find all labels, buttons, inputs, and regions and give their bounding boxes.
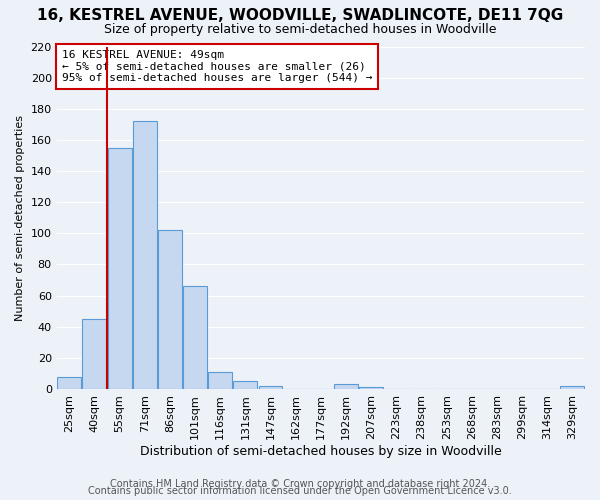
Bar: [359, 388, 383, 389]
Bar: [158, 230, 182, 389]
Bar: [82, 319, 106, 389]
X-axis label: Distribution of semi-detached houses by size in Woodville: Distribution of semi-detached houses by …: [140, 444, 502, 458]
Bar: [334, 384, 358, 389]
Text: Contains HM Land Registry data © Crown copyright and database right 2024.: Contains HM Land Registry data © Crown c…: [110, 479, 490, 489]
Text: 16 KESTREL AVENUE: 49sqm
← 5% of semi-detached houses are smaller (26)
95% of se: 16 KESTREL AVENUE: 49sqm ← 5% of semi-de…: [62, 50, 373, 83]
Bar: [57, 376, 81, 389]
Y-axis label: Number of semi-detached properties: Number of semi-detached properties: [15, 114, 25, 320]
Bar: [133, 121, 157, 389]
Text: Size of property relative to semi-detached houses in Woodville: Size of property relative to semi-detach…: [104, 22, 496, 36]
Bar: [183, 286, 207, 389]
Bar: [233, 381, 257, 389]
Bar: [560, 386, 584, 389]
Bar: [208, 372, 232, 389]
Bar: [107, 148, 131, 389]
Bar: [259, 386, 283, 389]
Text: 16, KESTREL AVENUE, WOODVILLE, SWADLINCOTE, DE11 7QG: 16, KESTREL AVENUE, WOODVILLE, SWADLINCO…: [37, 8, 563, 22]
Text: Contains public sector information licensed under the Open Government Licence v3: Contains public sector information licen…: [88, 486, 512, 496]
